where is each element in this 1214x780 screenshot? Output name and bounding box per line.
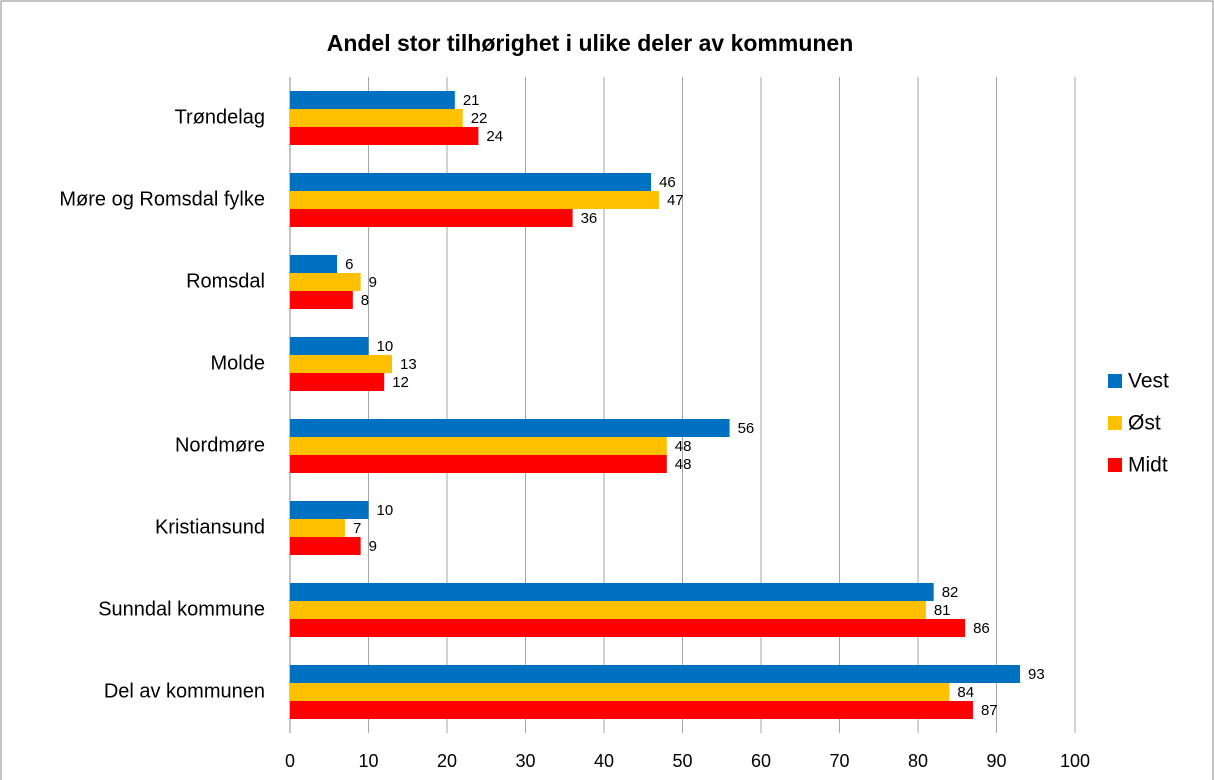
legend-swatch	[1108, 458, 1122, 472]
bar	[290, 519, 345, 537]
bar	[290, 501, 369, 519]
data-label: 56	[738, 420, 755, 437]
bar	[290, 419, 730, 437]
x-tick-label: 30	[515, 751, 535, 771]
data-label: 36	[581, 210, 598, 227]
x-tick-label: 70	[829, 751, 849, 771]
x-tick-label: 10	[358, 751, 378, 771]
data-label: 46	[659, 174, 676, 191]
bar	[290, 455, 667, 473]
bar	[290, 373, 385, 391]
bar	[290, 355, 393, 373]
bar	[290, 583, 934, 601]
bar	[290, 209, 573, 227]
data-label: 24	[486, 128, 503, 145]
data-label: 86	[973, 620, 990, 637]
data-label: 48	[675, 456, 692, 473]
legend-swatch	[1108, 416, 1122, 430]
data-label: 12	[392, 374, 409, 391]
data-label: 6	[345, 256, 353, 273]
data-label: 13	[400, 356, 417, 373]
data-label: 8	[361, 292, 369, 309]
bar	[290, 91, 455, 109]
x-tick-label: 80	[908, 751, 928, 771]
legend-swatch	[1108, 374, 1122, 388]
bar	[290, 619, 966, 637]
x-tick-label: 0	[285, 751, 295, 771]
data-label: 87	[981, 702, 998, 719]
bar	[290, 109, 463, 127]
x-tick-label: 60	[751, 751, 771, 771]
x-tick-label: 90	[986, 751, 1006, 771]
data-label: 10	[377, 502, 394, 519]
chart-title: Andel stor tilhørighet i ulike deler av …	[327, 30, 854, 56]
bar	[290, 255, 338, 273]
bar	[290, 173, 652, 191]
y-tick-label: Molde	[211, 352, 265, 374]
data-label: 9	[369, 538, 377, 555]
data-label: 48	[675, 438, 692, 455]
x-tick-label: 20	[437, 751, 457, 771]
legend-label: Midt	[1128, 454, 1168, 477]
data-label: 10	[377, 338, 394, 355]
data-label: 81	[934, 602, 951, 619]
x-tick-label: 100	[1060, 751, 1090, 771]
bar	[290, 683, 950, 701]
y-tick-label: Trøndelag	[175, 106, 265, 128]
data-label: 82	[942, 584, 959, 601]
bar	[290, 273, 361, 291]
data-label: 93	[1028, 666, 1045, 683]
bar	[290, 537, 361, 555]
data-label: 84	[957, 684, 974, 701]
x-tick-label: 50	[672, 751, 692, 771]
bar	[290, 191, 659, 209]
legend-label: Øst	[1128, 412, 1161, 435]
y-tick-label: Romsdal	[186, 270, 265, 292]
x-tick-label: 40	[594, 751, 614, 771]
legend-label: Vest	[1128, 370, 1169, 393]
data-label: 22	[471, 110, 488, 127]
bar	[290, 665, 1021, 683]
data-label: 9	[369, 274, 377, 291]
y-tick-label: Kristiansund	[155, 516, 265, 538]
y-tick-label: Del av kommunen	[104, 680, 265, 702]
y-tick-label: Sunndal kommune	[98, 598, 265, 620]
bar	[290, 601, 926, 619]
y-tick-label: Møre og Romsdal fylke	[59, 188, 265, 210]
bar	[290, 127, 479, 145]
y-tick-label: Nordmøre	[175, 434, 265, 456]
data-label: 7	[353, 520, 361, 537]
data-label: 47	[667, 192, 684, 209]
bar	[290, 337, 369, 355]
bar	[290, 437, 667, 455]
bar	[290, 291, 353, 309]
data-label: 21	[463, 92, 480, 109]
bar	[290, 701, 973, 719]
